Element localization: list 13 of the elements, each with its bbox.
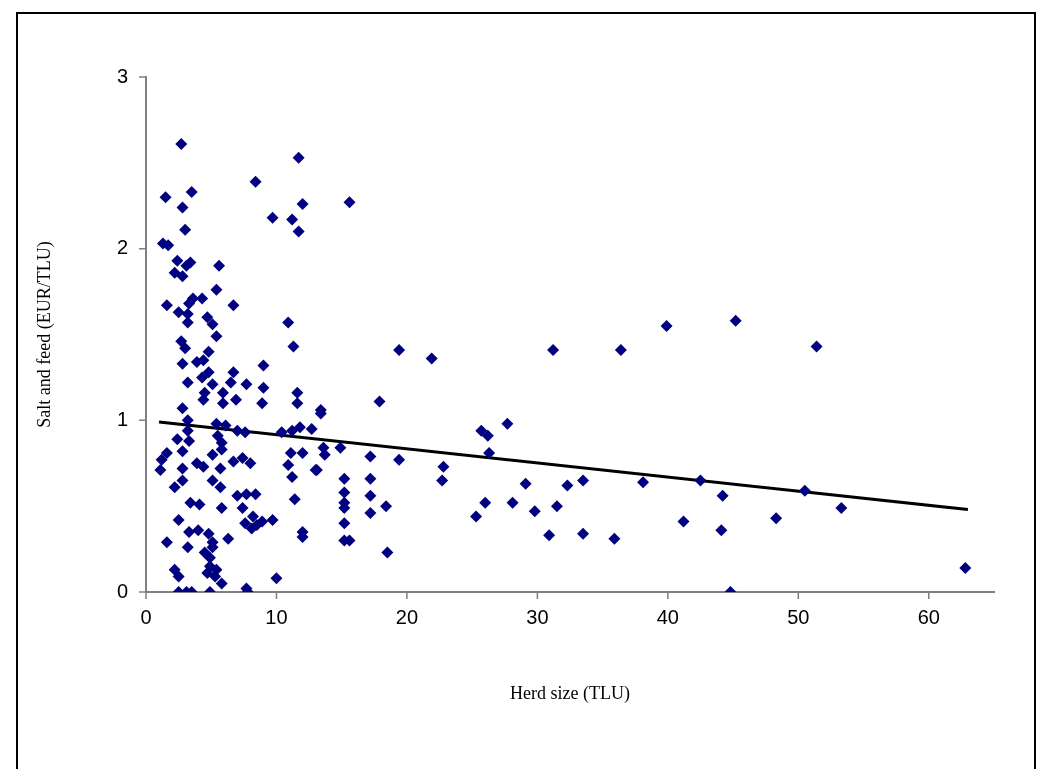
y-tick-label: 0 [116,579,128,602]
y-tick-label: 3 [116,64,128,87]
x-tick-label: 10 [265,605,288,628]
x-tick-label: 40 [656,605,679,628]
x-tick-label: 30 [526,605,549,628]
x-tick-label: 20 [395,605,419,628]
x-tick-label: 0 [140,605,152,628]
y-tick-label: 2 [116,236,128,259]
x-axis-title: Herd size (TLU) [510,682,630,704]
y-axis-title: Salt and feed (EUR/TLU) [33,241,55,428]
x-tick-label: 60 [917,605,940,628]
x-tick-label: 50 [787,605,810,628]
y-tick-label: 1 [116,407,128,430]
